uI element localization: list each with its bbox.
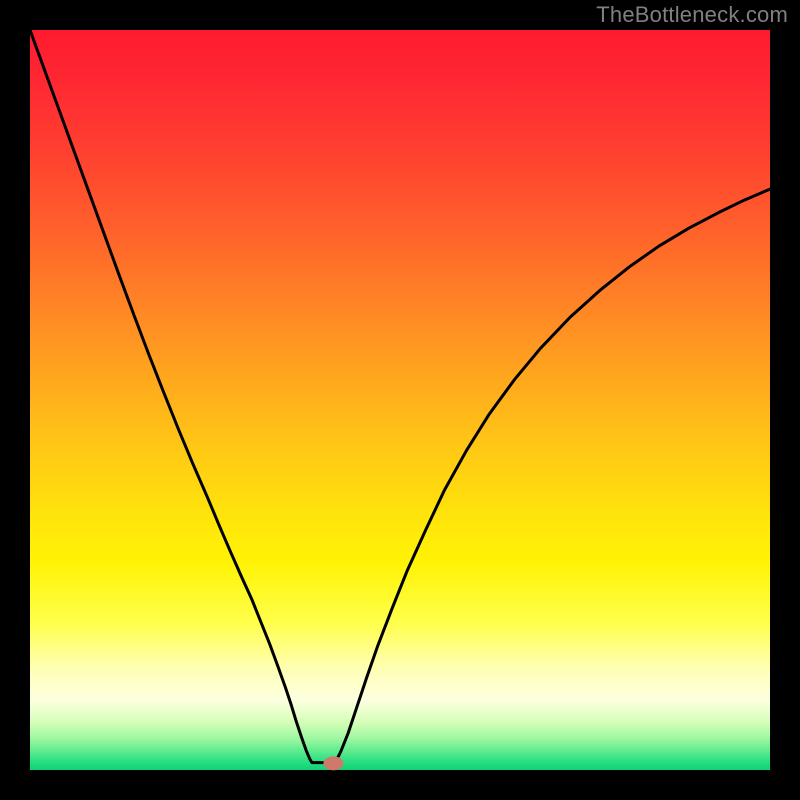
chart-container: TheBottleneck.com	[0, 0, 800, 800]
bottleneck-chart	[0, 0, 800, 800]
watermark-text: TheBottleneck.com	[596, 2, 788, 28]
plot-background	[30, 30, 770, 770]
optimal-point-marker	[323, 756, 343, 770]
